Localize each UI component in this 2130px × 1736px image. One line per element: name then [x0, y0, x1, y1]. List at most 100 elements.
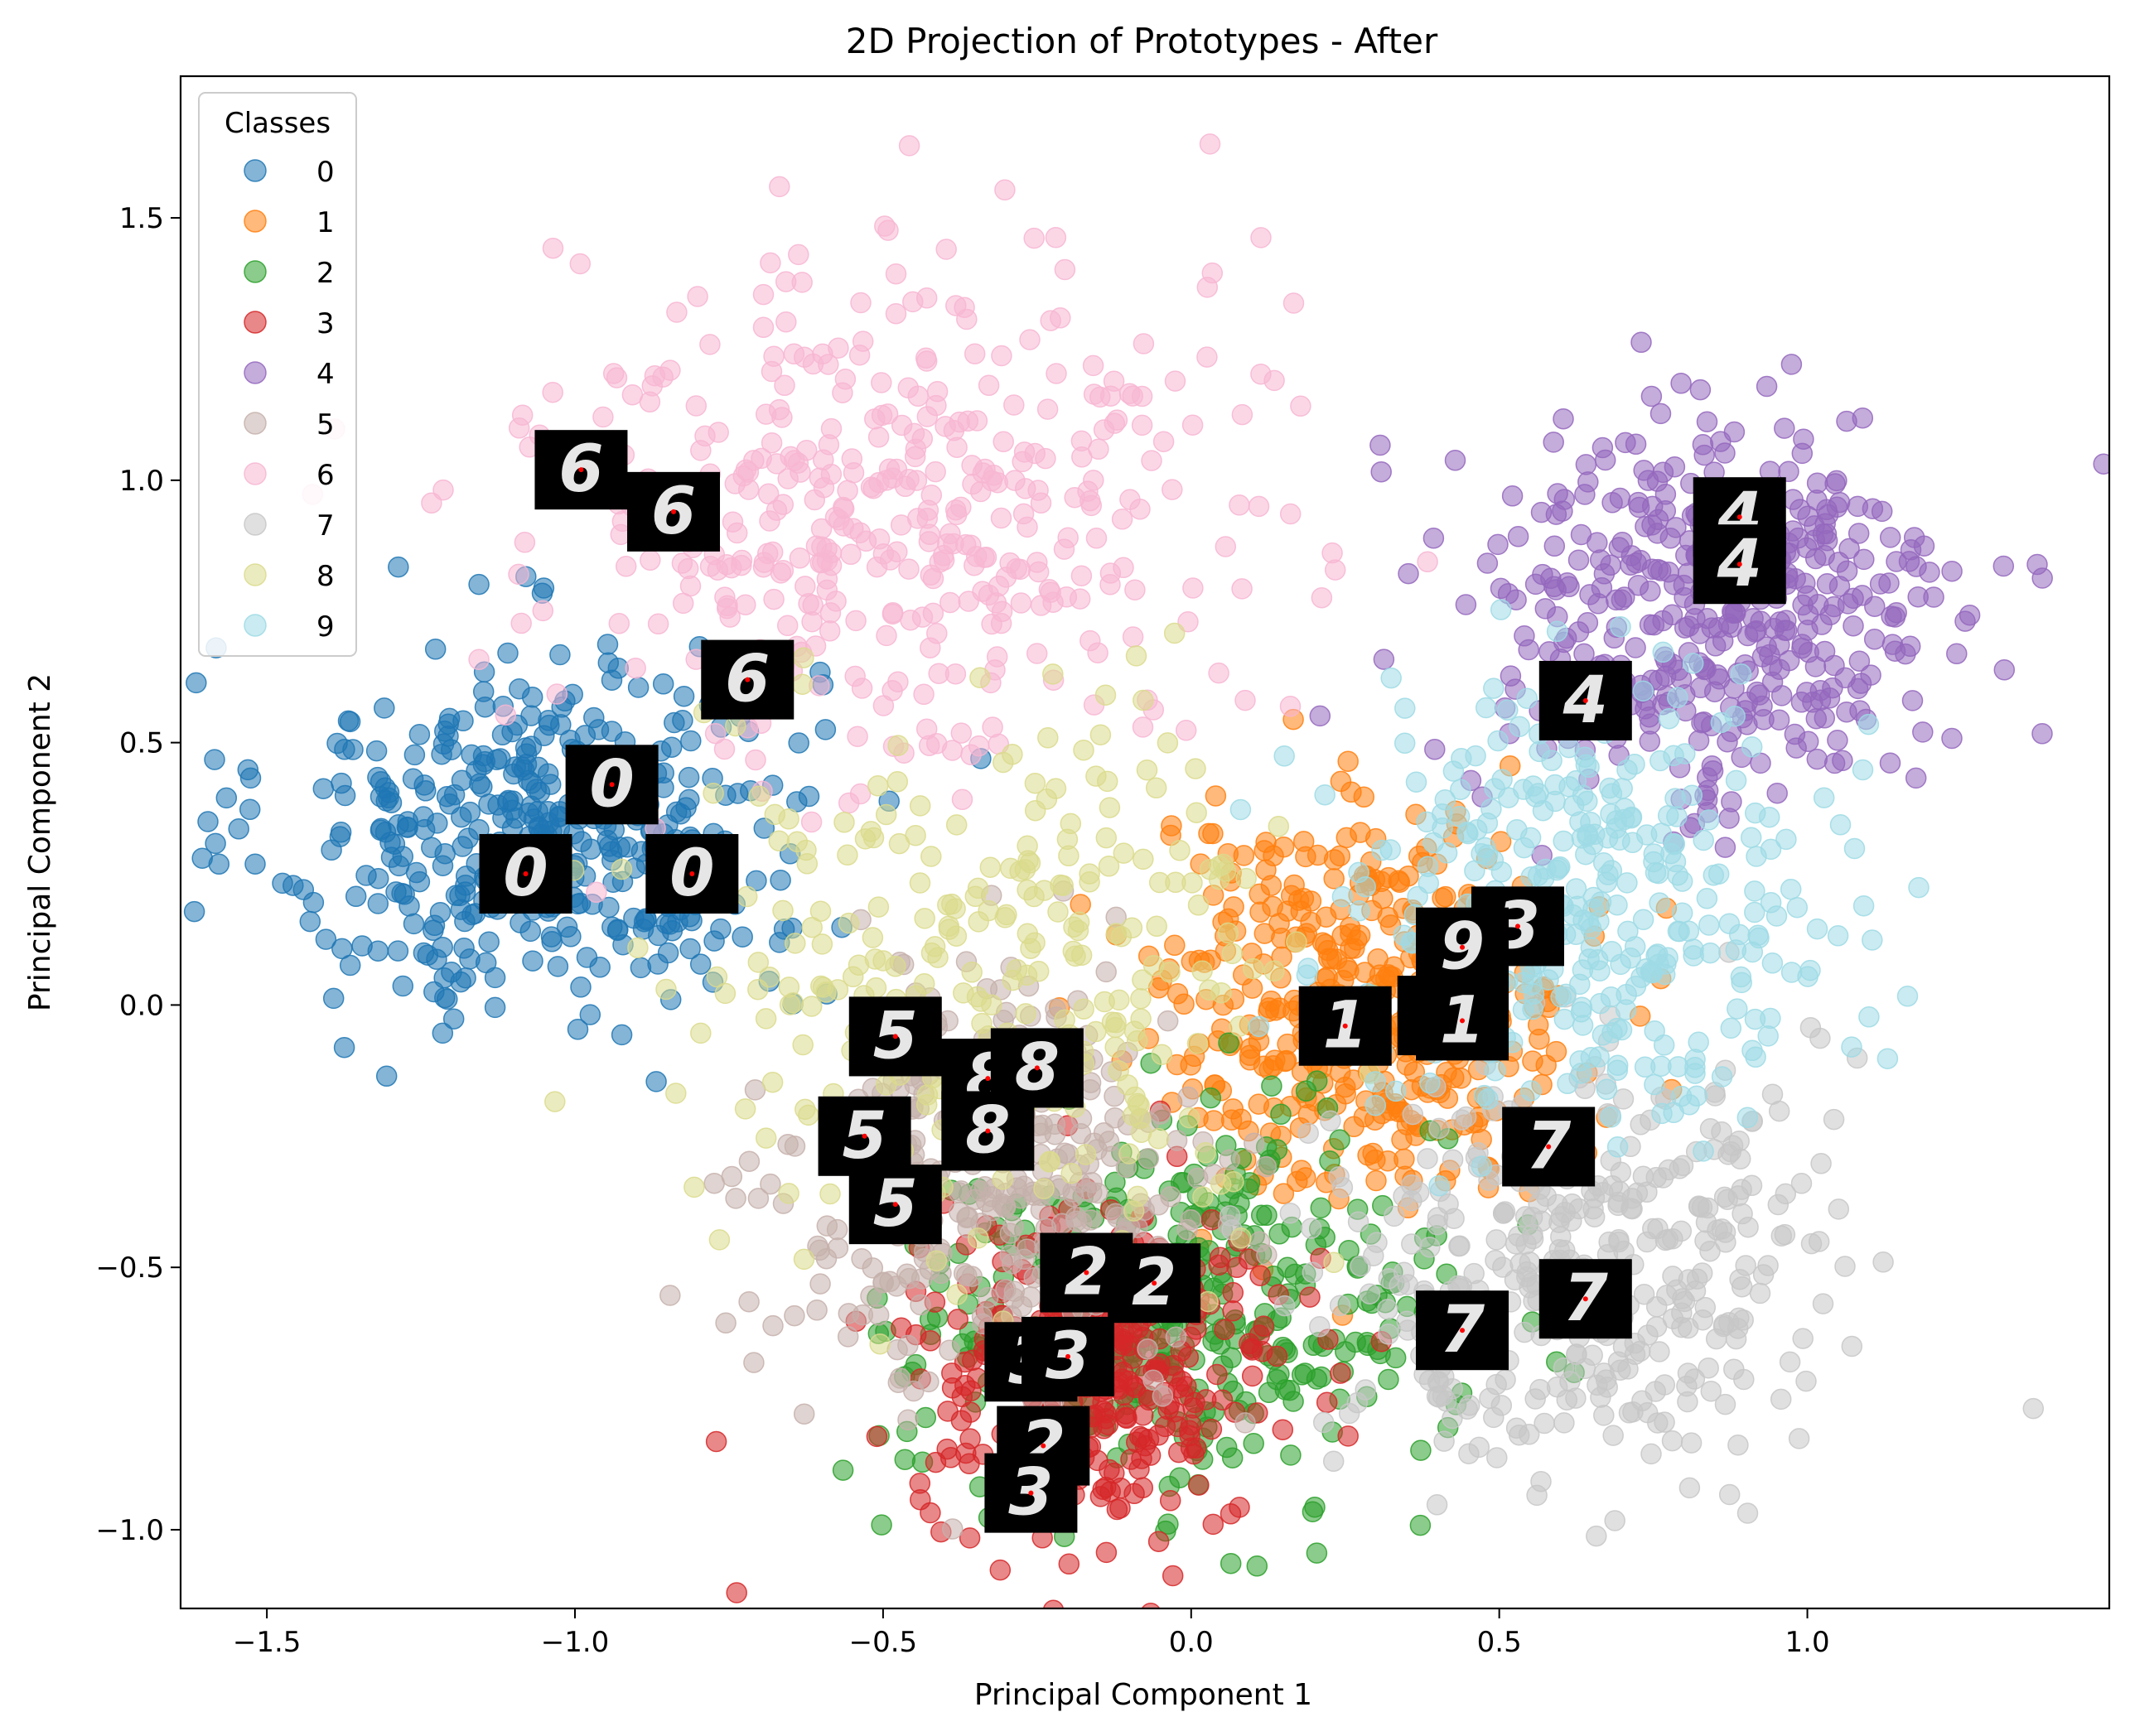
data-point — [915, 1406, 937, 1429]
data-point — [1577, 790, 1598, 813]
data-point — [1040, 310, 1061, 331]
data-point — [1696, 888, 1718, 909]
data-point — [1444, 450, 1466, 471]
data-point — [1656, 1285, 1678, 1306]
data-point — [978, 374, 1000, 397]
data-point — [586, 881, 607, 904]
prototype-0: 0 — [645, 834, 739, 914]
data-point — [1117, 1074, 1138, 1096]
data-point — [1355, 1379, 1376, 1401]
data-point — [1017, 879, 1038, 901]
data-point — [1040, 581, 1061, 603]
data-point — [1613, 1241, 1635, 1262]
data-point — [1185, 758, 1206, 779]
data-point — [1528, 783, 1549, 804]
data-point — [832, 382, 853, 403]
data-point — [1199, 133, 1221, 155]
data-point — [703, 782, 724, 804]
data-point — [1111, 509, 1133, 530]
data-point — [1683, 938, 1704, 960]
data-point — [1292, 831, 1315, 852]
data-point — [848, 344, 871, 366]
data-point — [906, 508, 929, 529]
data-point — [1083, 470, 1104, 491]
data-point — [1094, 1402, 1117, 1424]
data-point — [1079, 1072, 1102, 1093]
data-point — [1507, 526, 1529, 547]
data-point — [776, 615, 799, 637]
data-point — [1436, 842, 1458, 864]
data-point — [576, 947, 598, 968]
data-point — [1330, 1362, 1351, 1384]
y-tick-label: 1.5 — [119, 202, 164, 235]
data-point — [1273, 1183, 1295, 1204]
data-point — [644, 364, 666, 387]
data-point — [1717, 1189, 1738, 1210]
data-point — [885, 956, 906, 977]
data-point — [1718, 1312, 1740, 1333]
legend-title: Classes — [225, 107, 331, 140]
data-point — [1698, 809, 1720, 831]
data-point — [936, 1438, 958, 1460]
data-point — [1229, 494, 1250, 516]
data-point — [1730, 966, 1752, 988]
data-point — [478, 931, 500, 952]
data-point — [789, 547, 811, 569]
data-point — [1806, 748, 1828, 770]
data-point — [964, 343, 986, 364]
data-point — [1211, 1389, 1234, 1411]
data-point — [1113, 1384, 1134, 1406]
data-point — [1954, 610, 1976, 632]
data-point — [1338, 1239, 1360, 1261]
legend-label: 9 — [316, 610, 335, 644]
data-point — [1785, 567, 1806, 590]
data-point — [1178, 1107, 1200, 1129]
data-point — [1905, 767, 1927, 789]
data-point — [1347, 1211, 1369, 1232]
data-point — [1788, 1428, 1810, 1449]
data-point — [375, 1065, 398, 1087]
data-point — [1139, 1444, 1162, 1466]
data-point — [809, 900, 832, 922]
data-point — [801, 610, 823, 633]
data-point — [819, 620, 841, 642]
data-point — [1493, 1203, 1514, 1224]
data-point — [615, 556, 637, 577]
data-point — [1410, 1439, 1432, 1461]
data-point — [1337, 1425, 1359, 1447]
data-point — [1590, 1386, 1611, 1408]
data-point — [423, 981, 445, 1003]
data-point — [1634, 1056, 1656, 1078]
data-point — [1099, 1459, 1120, 1481]
data-point — [1137, 1147, 1160, 1169]
data-point — [1593, 1405, 1615, 1426]
prototype-0: 0 — [479, 834, 572, 914]
data-point — [583, 706, 605, 729]
data-point — [1065, 945, 1086, 967]
data-point — [1241, 1365, 1263, 1387]
data-point — [1219, 1149, 1240, 1171]
data-point — [457, 827, 479, 849]
data-point — [992, 1169, 1014, 1190]
data-point — [1164, 934, 1186, 957]
data-point — [1483, 678, 1505, 699]
data-point — [1477, 1088, 1499, 1110]
y-tick-label: 0.5 — [119, 727, 164, 760]
data-point — [1141, 450, 1162, 471]
data-point — [1805, 707, 1828, 730]
data-point — [1732, 1203, 1753, 1225]
data-point — [1625, 637, 1646, 658]
data-point — [1165, 871, 1186, 894]
prototype-2: 2 — [1108, 1243, 1201, 1324]
data-point — [1857, 713, 1880, 735]
data-point — [1094, 991, 1115, 1013]
legend-marker — [244, 513, 267, 536]
prototype-center — [689, 871, 695, 877]
data-point — [1335, 1341, 1356, 1362]
data-point — [1306, 844, 1329, 866]
data-point — [596, 634, 619, 655]
data-point — [1767, 1194, 1789, 1216]
data-point — [876, 624, 897, 647]
data-point — [753, 552, 775, 573]
data-point — [1428, 1174, 1450, 1197]
